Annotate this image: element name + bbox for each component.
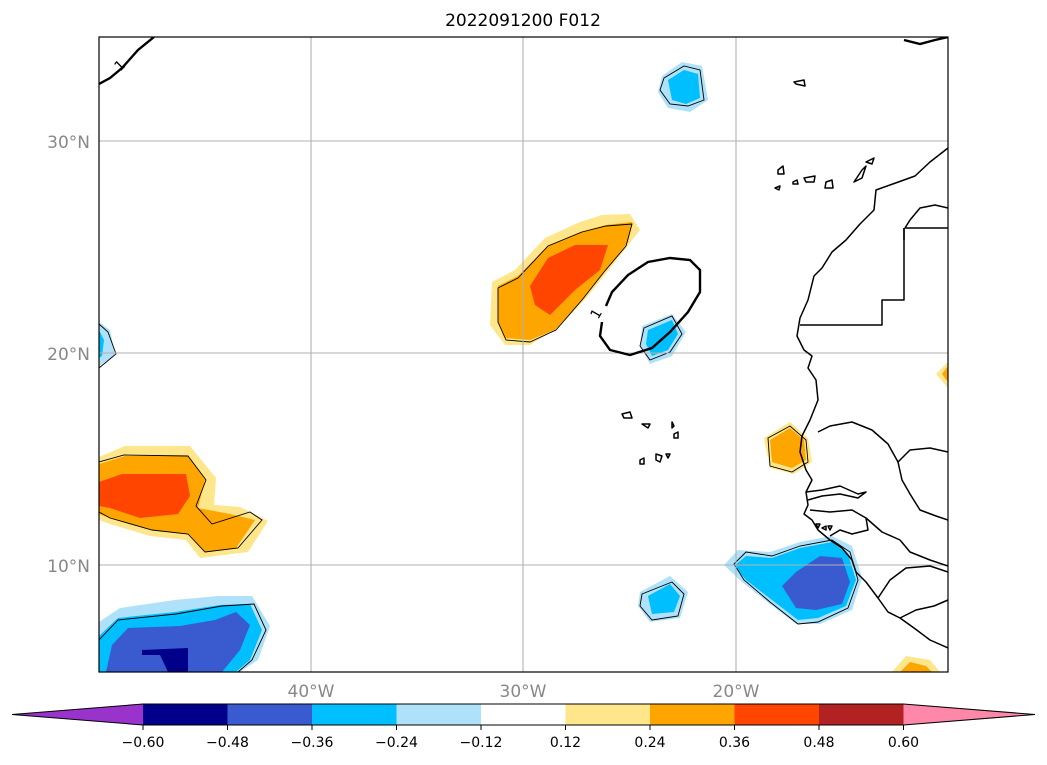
colorbar-tick-label: −0.36 bbox=[291, 735, 334, 751]
positive-anomaly-region bbox=[900, 662, 932, 672]
negative-anomaly-region bbox=[782, 556, 850, 610]
negative-anomaly-region bbox=[106, 612, 250, 672]
negative-anomaly-region bbox=[142, 648, 188, 672]
positive-anomaly-region bbox=[942, 366, 948, 382]
coastlines bbox=[621, 79, 948, 649]
map-frame bbox=[98, 36, 949, 673]
colorbar-segment bbox=[734, 704, 820, 725]
map-panel: 1 1 bbox=[99, 37, 948, 672]
longitude-labels: 40°W 30°W 20°W bbox=[288, 682, 760, 702]
colorbar-segment bbox=[143, 704, 228, 725]
colorbar-segment bbox=[481, 704, 566, 725]
colorbar-tick-label: −0.24 bbox=[375, 735, 418, 751]
colorbar-segment bbox=[396, 704, 482, 725]
positive-anomaly-region bbox=[99, 474, 190, 518]
lat-label: 10°N bbox=[47, 557, 90, 577]
colorbar-segment bbox=[650, 704, 735, 725]
contour-line bbox=[99, 37, 155, 86]
contour-line bbox=[598, 256, 702, 357]
lon-label: 40°W bbox=[288, 682, 335, 702]
positive-anomaly-region bbox=[770, 428, 806, 468]
contour-line bbox=[903, 37, 948, 46]
colorbar-tick-label: 0.24 bbox=[634, 735, 665, 751]
colorbar-under-extension bbox=[12, 704, 143, 725]
lat-label: 20°N bbox=[47, 345, 90, 365]
negative-anomaly-region bbox=[668, 70, 700, 104]
negative-anomaly-region bbox=[99, 322, 115, 366]
colorbar-segment bbox=[227, 704, 313, 725]
lon-label: 20°W bbox=[713, 682, 760, 702]
colorbar-segment bbox=[312, 704, 397, 725]
negative-anomaly-region bbox=[99, 330, 104, 358]
latitude-labels: 30°N 20°N 10°N bbox=[47, 133, 90, 577]
colorbar-tick-label: −0.60 bbox=[122, 735, 165, 751]
gridlines bbox=[99, 37, 948, 672]
positive-anomaly-region bbox=[530, 245, 608, 315]
lat-label: 30°N bbox=[47, 133, 90, 153]
colorbar-tick-label: 0.12 bbox=[550, 735, 581, 751]
positive-anomaly-region bbox=[936, 362, 948, 388]
colorbar-tick-label: −0.12 bbox=[460, 735, 503, 751]
colorbar-over-extension bbox=[903, 704, 1035, 725]
colorbar-tick-label: 0.60 bbox=[888, 735, 919, 751]
colorbar: −0.60 −0.48 −0.36 −0.24 −0.12 0.12 0.24 0.36 0.4… bbox=[11, 703, 1036, 751]
colorbar-segment bbox=[565, 704, 651, 725]
colorbar-tick-label: 0.48 bbox=[803, 735, 834, 751]
lon-label: 30°W bbox=[500, 682, 547, 702]
map-title: 2022091200 F012 bbox=[445, 11, 601, 31]
colorbar-tick-label: −0.48 bbox=[206, 735, 249, 751]
colorbar-segment bbox=[819, 704, 904, 725]
negative-anomaly-region bbox=[648, 584, 680, 614]
contour-lines bbox=[99, 37, 948, 357]
colorbar-tick-label: 0.36 bbox=[719, 735, 750, 751]
